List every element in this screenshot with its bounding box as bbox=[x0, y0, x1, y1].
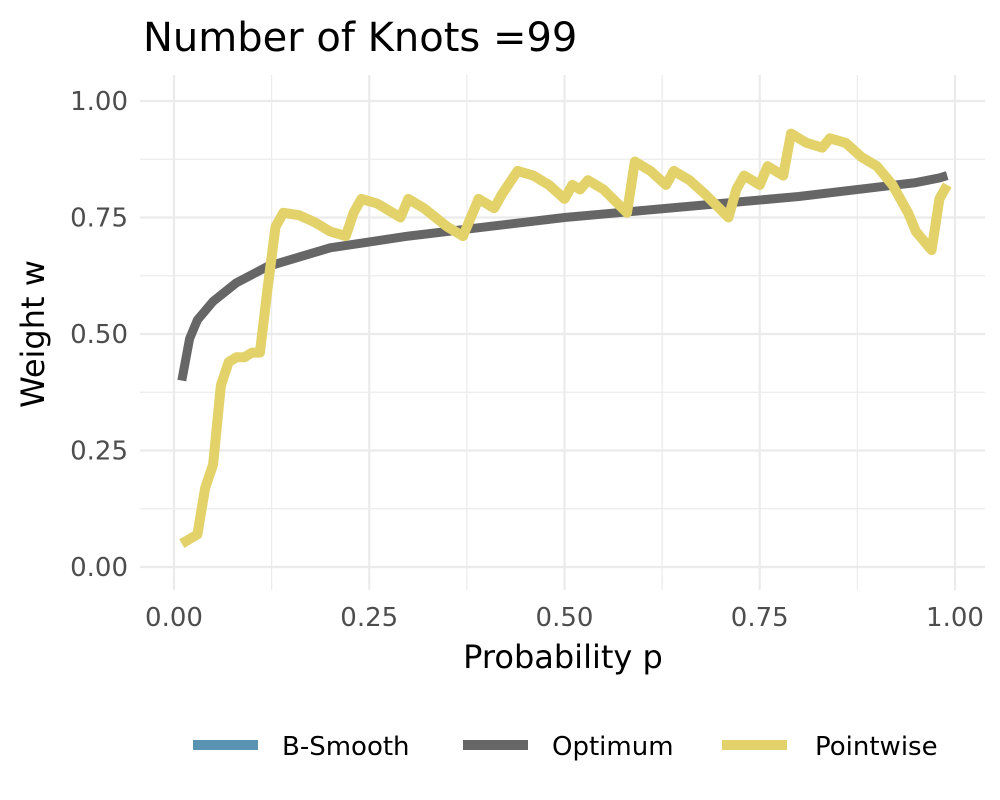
x-axis-label: Probability p bbox=[463, 638, 663, 676]
series-line-pointwise bbox=[179, 128, 952, 548]
legend-label: B-Smooth bbox=[282, 732, 410, 762]
series-layer bbox=[177, 128, 952, 548]
chart-title: Number of Knots =99 bbox=[143, 15, 577, 61]
x-tick-label: 0.50 bbox=[536, 603, 594, 633]
x-tick-label: 0.00 bbox=[145, 603, 203, 633]
x-tick-label: 0.75 bbox=[731, 603, 789, 633]
legend: B-Smooth Optimum Pointwise bbox=[193, 732, 938, 762]
y-tick-label: 0.00 bbox=[70, 553, 128, 583]
y-axis-label: Weight w bbox=[14, 260, 52, 408]
y-tick-label: 0.75 bbox=[70, 204, 128, 234]
x-tick-label: 0.25 bbox=[340, 603, 398, 633]
legend-label: Optimum bbox=[552, 732, 674, 762]
y-tick-label: 0.50 bbox=[70, 320, 128, 350]
ticks: 0.00 0.25 0.50 0.75 1.00 0.00 0.25 0.50 0.75 1.00 bbox=[70, 87, 984, 633]
legend-label: Pointwise bbox=[815, 732, 938, 762]
y-tick-label: 1.00 bbox=[70, 87, 128, 117]
x-tick-label: 1.00 bbox=[926, 603, 984, 633]
y-tick-label: 0.25 bbox=[70, 437, 128, 467]
